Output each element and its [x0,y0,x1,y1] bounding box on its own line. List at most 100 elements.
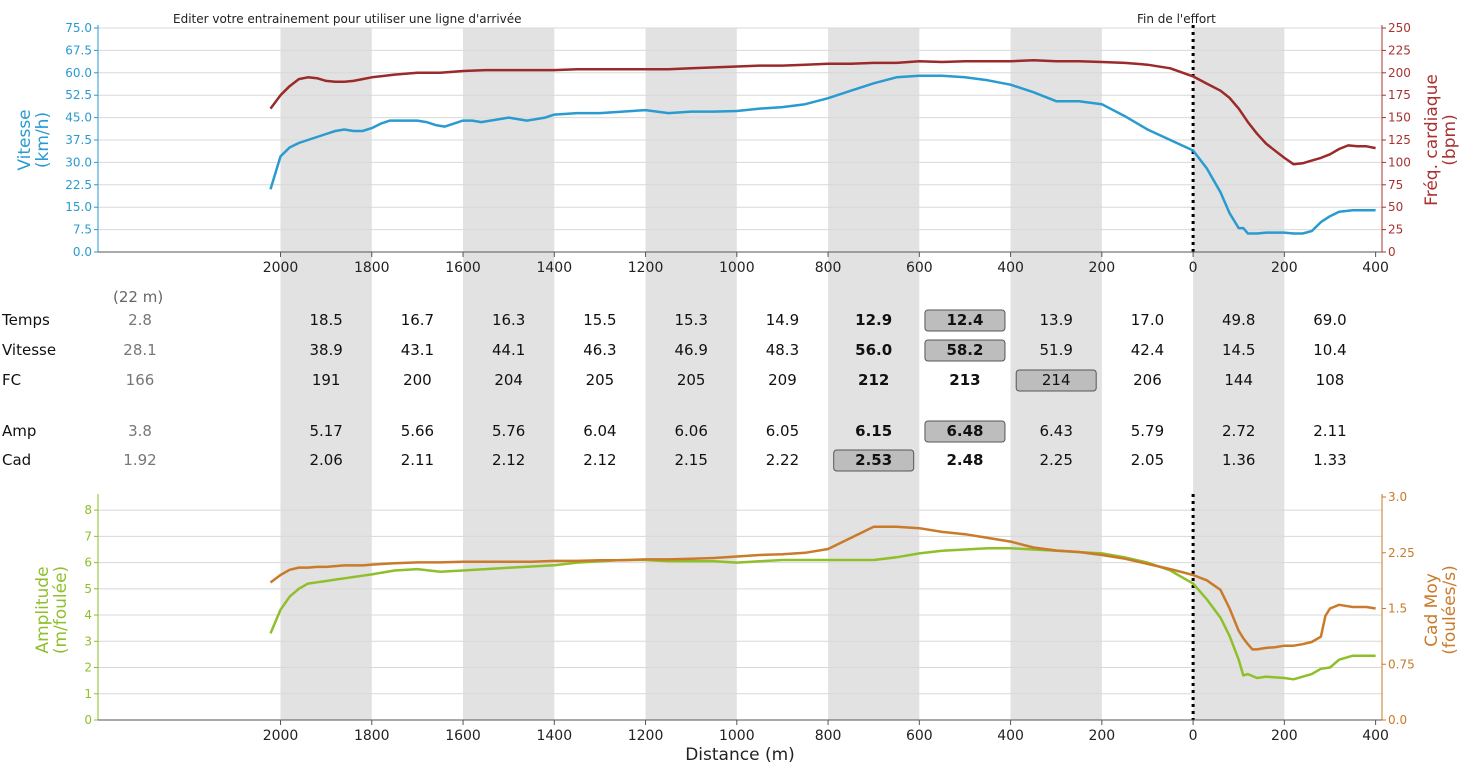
row-label: FC [2,371,21,389]
x-tick-label: 1600 [445,260,481,276]
x-tick-label: 600 [906,728,933,744]
x-tick-label: 400 [1362,260,1389,276]
table-cell: 205 [677,371,706,389]
highlight-box [924,339,1006,362]
table-cell: 5.66 [401,422,434,440]
table-cell: 212 [858,371,889,389]
table-cell: 56.0 [855,341,892,359]
right-tick-label: 3.0 [1388,490,1407,504]
table-cell: 6.43 [1040,422,1073,440]
right-tick-label: 0 [1388,245,1396,259]
table-cell: 1.33 [1313,451,1346,469]
x-tick-label: 1600 [445,728,481,744]
table-cell: 2.11 [1313,422,1346,440]
table-cell: 209 [768,371,797,389]
table-cell: 16.7 [401,311,434,329]
left-tick-label: 1 [84,687,92,701]
x-tick-label: 200 [1088,260,1115,276]
table-cell: 2.05 [1131,451,1164,469]
table-cell: 69.0 [1313,311,1346,329]
amplitude-label-line1: Amplitude [33,566,53,653]
right-tick-label: 25 [1388,223,1403,237]
left-tick-label: 60.0 [65,66,92,80]
table-cell: 2.48 [946,451,983,469]
highlight-box [1015,369,1097,392]
x-axis-label: Distance (m) [685,745,795,765]
table-cell: 2.11 [401,451,434,469]
right-tick-label: 125 [1388,133,1411,147]
table-cell: 2.12 [583,451,616,469]
x-tick-label: 600 [906,260,933,276]
highlight-box [924,420,1006,443]
table-cell: 213 [949,371,980,389]
left-tick-label: 22.5 [65,178,92,192]
top-right-series-line [269,59,1376,166]
right-tick-label: 175 [1388,88,1411,102]
interval-band [645,28,737,720]
table-cell: 16.3 [492,311,525,329]
bottom-right-series-line [269,525,1376,651]
left-tick-label: 15.0 [65,200,92,214]
table-cell: 17.0 [1131,311,1164,329]
left-tick-label: 52.5 [65,88,92,102]
table-cell: 5.76 [492,422,525,440]
table-cell: 18.5 [309,311,342,329]
x-tick-label: 800 [815,728,842,744]
table-cell: 58.2 [946,341,983,359]
table-cell: 51.9 [1040,341,1073,359]
right-tick-label: 225 [1388,43,1411,57]
annotation-end-of-effort: Fin de l'effort [1137,12,1216,26]
right-tick-label: 2.25 [1388,546,1415,560]
x-tick-label: 200 [1088,728,1115,744]
table-cell: 10.4 [1313,341,1346,359]
right-tick-label: 1.5 [1388,602,1407,616]
table-cell: 206 [1133,371,1162,389]
interval-stats-table: (22 m) Temps 2.8 18.5 16.7 16.3 15.5 15.3 14.9 12… [1,288,1347,472]
table-cell: 15.5 [583,311,616,329]
table-cell: 5.17 [309,422,342,440]
row-label: Temps [1,311,50,329]
left-tick-label: 7.5 [73,223,92,237]
table-cell: 6.06 [674,422,707,440]
heart-rate-label-line1: Fréq. cardiaque [1422,74,1442,206]
row-label: Cad [2,451,31,469]
x-tick-label: 1200 [628,260,664,276]
left-tick-label: 30.0 [65,155,92,169]
left-tick-label: 2 [84,661,92,675]
x-tick-label: 800 [815,260,842,276]
table-cell: 2.25 [1040,451,1073,469]
right-tick-label: 100 [1388,155,1411,169]
interval-band [463,28,555,720]
table-cell: 46.3 [583,341,616,359]
table-cell: 14.9 [766,311,799,329]
left-tick-label: 7 [84,529,92,543]
table-cell: 12.4 [946,311,983,329]
annotation-edit-workout: Editer votre entrainement pour utiliser … [173,12,522,26]
table-cell: 6.04 [583,422,616,440]
amplitude-label-line2: (m/foulée) [51,566,71,654]
table-cell: 44.1 [492,341,525,359]
x-tick-label: 2000 [263,728,299,744]
speed-label-line1: Vitesse [15,109,35,170]
x-tick-label: 1400 [536,728,572,744]
table-cell: 43.1 [401,341,434,359]
table-cell: 166 [126,371,155,389]
x-tick-label: 1400 [536,260,572,276]
table-cell: 49.8 [1222,311,1255,329]
table-cell: 6.05 [766,422,799,440]
row-label: Amp [2,422,36,440]
table-cell: 1.36 [1222,451,1255,469]
table-cell: 204 [494,371,523,389]
x-tick-label: 1800 [354,260,390,276]
left-tick-label: 4 [84,608,92,622]
table-cell: 3.8 [128,422,152,440]
interval-band [828,28,920,720]
right-tick-label: 150 [1388,111,1411,125]
left-tick-label: 0.0 [73,245,92,259]
table-cell: 38.9 [309,341,342,359]
table-cell: 13.9 [1040,311,1073,329]
table-cell: 2.12 [492,451,525,469]
row-label: Vitesse [2,341,56,359]
left-tick-label: 37.5 [65,133,92,147]
x-tick-label: 400 [997,728,1024,744]
